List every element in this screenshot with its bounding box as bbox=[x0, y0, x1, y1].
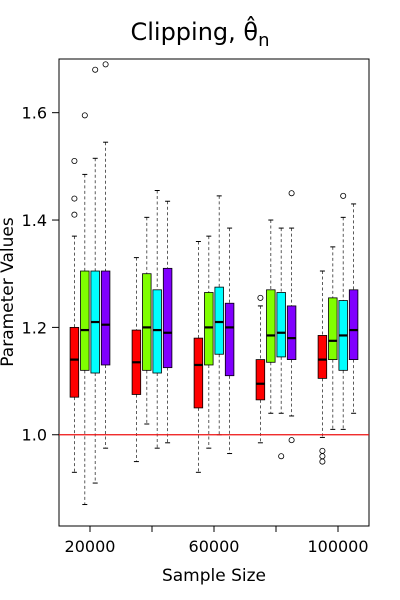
box bbox=[100, 61, 111, 449]
y-tick-label: 1.0 bbox=[22, 426, 47, 445]
box-body bbox=[193, 337, 204, 409]
outlier-point bbox=[71, 195, 78, 202]
box bbox=[276, 227, 286, 460]
outlier-point bbox=[319, 458, 326, 465]
boxes-layer bbox=[59, 61, 369, 506]
outlier-point bbox=[92, 66, 99, 73]
box-body bbox=[100, 270, 111, 366]
outlier-point bbox=[257, 294, 264, 301]
x-axis: 20000 60000 100000 bbox=[65, 526, 369, 556]
box bbox=[286, 190, 297, 444]
x-axis-label: Sample Size bbox=[162, 566, 266, 586]
chart-title-subscript: n bbox=[258, 30, 269, 51]
box bbox=[255, 294, 266, 444]
box-body bbox=[162, 267, 173, 369]
box-body bbox=[328, 297, 338, 360]
box-body bbox=[80, 270, 90, 371]
box-body bbox=[286, 305, 297, 360]
box-body bbox=[224, 302, 235, 377]
box bbox=[338, 192, 348, 430]
box bbox=[69, 157, 80, 473]
box bbox=[317, 270, 328, 465]
box bbox=[142, 216, 152, 425]
outlier-point bbox=[81, 112, 88, 119]
x-tick-label: 20000 bbox=[65, 537, 116, 556]
box-body bbox=[317, 335, 328, 379]
outlier-point bbox=[71, 211, 78, 218]
y-axis-label: Parameter Values bbox=[0, 217, 18, 367]
outlier-point bbox=[319, 447, 326, 454]
box-body bbox=[266, 289, 276, 363]
y-tick-label: 1.6 bbox=[22, 104, 47, 123]
box bbox=[80, 112, 90, 506]
box bbox=[204, 235, 214, 449]
chart-title: Clipping, θ̂n bbox=[130, 16, 269, 51]
box bbox=[266, 219, 276, 414]
outlier-point bbox=[340, 192, 347, 199]
outlier-point bbox=[319, 453, 326, 460]
outlier-point bbox=[288, 190, 295, 197]
box bbox=[193, 241, 204, 473]
box-body bbox=[204, 292, 214, 366]
outlier-point bbox=[71, 157, 78, 164]
box bbox=[214, 195, 224, 436]
box-body bbox=[214, 286, 224, 355]
chart-title-main: Clipping, θ̂ bbox=[130, 16, 258, 46]
box bbox=[224, 227, 235, 455]
box-body bbox=[152, 289, 162, 374]
box bbox=[131, 257, 142, 463]
outlier-point bbox=[278, 453, 285, 460]
outlier-point bbox=[102, 61, 109, 68]
box-body bbox=[348, 289, 359, 360]
box-body bbox=[255, 359, 266, 401]
box bbox=[152, 190, 162, 449]
box bbox=[348, 203, 359, 414]
box-body bbox=[142, 273, 152, 371]
y-tick-label: 1.4 bbox=[22, 211, 47, 230]
x-tick-label: 60000 bbox=[189, 537, 240, 556]
box bbox=[90, 66, 100, 484]
box-body bbox=[69, 326, 80, 398]
box bbox=[328, 246, 338, 430]
box bbox=[162, 200, 173, 444]
x-tick-label: 100000 bbox=[307, 537, 368, 556]
y-axis: 1.0 1.2 1.4 1.6 bbox=[22, 104, 59, 445]
outlier-point bbox=[288, 437, 295, 444]
box-body bbox=[276, 292, 286, 358]
y-tick-label: 1.2 bbox=[22, 318, 47, 337]
